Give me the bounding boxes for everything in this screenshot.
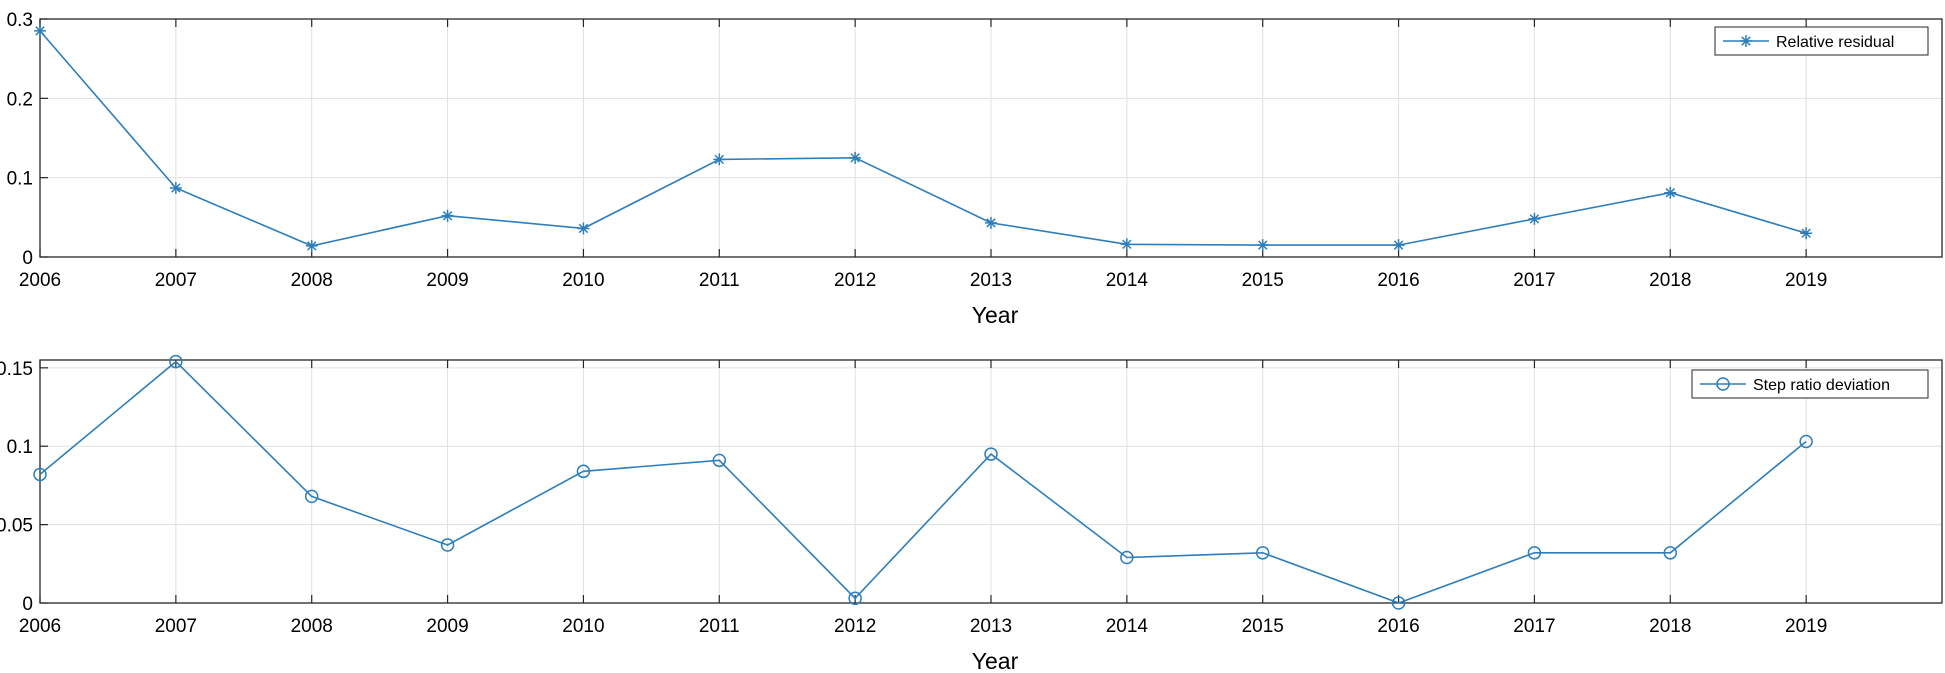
series-circle: [33, 354, 1813, 610]
y-tick-label: 0.3: [7, 10, 33, 31]
legend-marker: [1740, 35, 1752, 47]
x-tick-label: 2015: [1242, 270, 1284, 291]
data-point: [985, 216, 997, 229]
data-point: [1664, 186, 1677, 199]
data-point: [1255, 546, 1270, 560]
data-point: [169, 181, 182, 194]
x-tick-label: 2010: [562, 616, 604, 637]
y-tick-label: 0: [22, 248, 33, 269]
data-point: [1120, 238, 1133, 251]
legend-label: Step ratio deviation: [1753, 377, 1890, 394]
data-point: [848, 591, 862, 606]
x-axis-label: Year: [972, 648, 1019, 673]
y-tick-label: 0.1: [7, 437, 33, 458]
x-tick-label: 2009: [426, 616, 468, 637]
data-point: [1392, 239, 1405, 252]
chart-1: 2006 2007 2008 2009 2010 2011 2012 2013 2014 2015…: [7, 10, 1943, 328]
data-point: [1528, 212, 1541, 225]
x-tick-label: 2018: [1649, 616, 1691, 637]
x-tick-label: 2016: [1377, 270, 1419, 291]
data-point: [713, 153, 726, 166]
x-tick-label: 2013: [970, 270, 1012, 291]
data-point: [1120, 550, 1134, 565]
data-point: [33, 467, 47, 482]
data-point: [1800, 227, 1813, 240]
data-point: [304, 489, 319, 504]
data-point: [441, 209, 454, 222]
x-axis-label: Year: [972, 302, 1019, 328]
data-point: [1799, 434, 1813, 449]
x-tick-label: 2011: [699, 616, 740, 637]
data-point: [577, 222, 590, 235]
data-point: [169, 354, 183, 369]
y-tick-label: 0.2: [7, 89, 33, 110]
data-point: [1527, 546, 1542, 560]
data-point: [1256, 239, 1269, 252]
data-point: [849, 151, 862, 164]
x-tick-label: 2012: [834, 616, 876, 637]
x-tick-label: 2017: [1513, 270, 1555, 291]
y-tick-label: 0.1: [7, 169, 33, 190]
x-tick-label: 2009: [426, 270, 468, 291]
x-tick-label: 2008: [291, 616, 333, 637]
data-point: [34, 24, 46, 37]
y-tick-label: 0: [22, 594, 33, 615]
legend: Relative residual: [1714, 26, 1929, 56]
legend-label: Relative residual: [1776, 34, 1894, 51]
x-tick-label: 2015: [1242, 616, 1284, 637]
y-tick-label: 0.05: [0, 516, 33, 537]
x-tick-label: 2006: [19, 616, 61, 637]
data-point: [984, 447, 998, 461]
data-point: [440, 538, 455, 552]
series-asterisk: [34, 24, 1813, 252]
chart-2: 2006 2007 2008 2009 2010 2011 2012 2013 2014 2015…: [0, 354, 1943, 673]
y-tick-label: 0.15: [0, 359, 33, 380]
x-tick-label: 2007: [155, 616, 197, 637]
data-point: [576, 464, 591, 479]
x-tick-label: 2018: [1649, 270, 1691, 291]
legend: Step ratio deviation: [1691, 369, 1929, 399]
data-point: [712, 453, 727, 468]
data-point: [1663, 546, 1678, 560]
x-tick-label: 2006: [19, 270, 61, 291]
data-point: [305, 239, 318, 252]
x-tick-label: 2019: [1785, 270, 1827, 291]
data-point: [1391, 596, 1406, 610]
grid: [39, 360, 1942, 604]
x-tick-label: 2007: [155, 270, 197, 291]
x-tick-label: 2011: [699, 270, 740, 291]
legend-marker: [1716, 377, 1730, 391]
x-tick-label: 2014: [1106, 270, 1149, 291]
x-tick-label: 2014: [1106, 616, 1149, 637]
x-tick-label: 2010: [562, 270, 604, 291]
x-tick-label: 2017: [1513, 616, 1555, 637]
x-tick-label: 2016: [1377, 616, 1419, 637]
x-tick-label: 2019: [1785, 616, 1827, 637]
series-line: [39, 360, 1807, 604]
x-tick-label: 2012: [834, 270, 876, 291]
x-tick-label: 2013: [970, 616, 1012, 637]
x-tick-label: 2008: [291, 270, 333, 291]
series-line: [39, 30, 1807, 247]
